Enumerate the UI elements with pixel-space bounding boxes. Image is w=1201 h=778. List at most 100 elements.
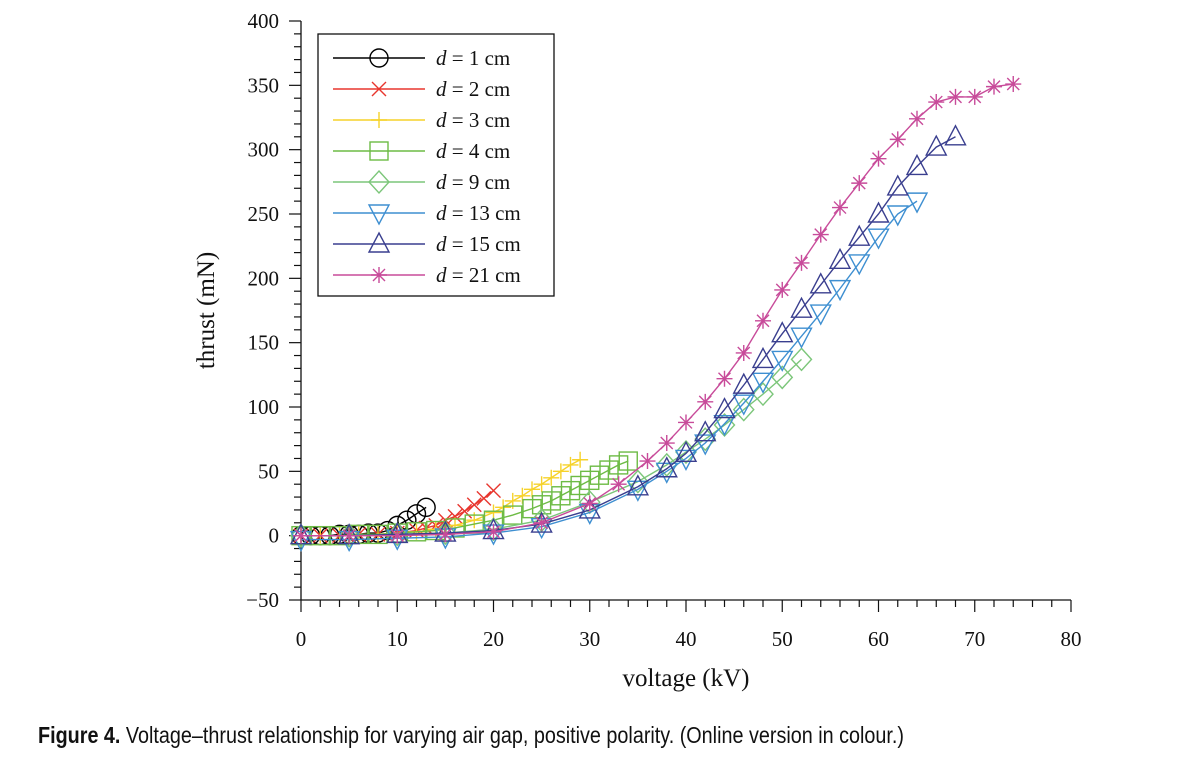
data-point [530, 508, 553, 533]
x-tick-label: 10 [387, 627, 408, 651]
x-axis-title: voltage (kV) [622, 665, 749, 692]
data-point [675, 439, 697, 465]
legend-marker [369, 141, 389, 161]
data-point [562, 456, 579, 473]
data-point [416, 497, 436, 518]
data-point [790, 296, 813, 318]
data-point [905, 192, 929, 214]
x-tick-label: 80 [1061, 627, 1082, 651]
x-tick-label: 60 [868, 627, 889, 651]
data-point [533, 514, 550, 531]
data-point [466, 497, 482, 513]
legend-marker [369, 48, 389, 68]
data-point [848, 254, 871, 276]
data-point [533, 476, 550, 493]
y-tick-label: 400 [248, 9, 280, 33]
legend-marker [371, 267, 387, 283]
legend-label: d = 13 cm [436, 201, 521, 225]
y-axis-title: thrust (mN) [193, 252, 220, 369]
data-point [886, 174, 909, 196]
y-tick-label: 100 [248, 395, 280, 419]
data-point [867, 201, 890, 223]
y-tick-label: 200 [248, 266, 280, 290]
chart: 0 10 20 30 40 50 60 70 80 −50 0 50 100 150 200 250 300 35… [193, 9, 1082, 692]
series-8 [293, 76, 1022, 544]
data-point [886, 205, 909, 227]
data-point [944, 124, 967, 146]
x-tick-label: 20 [483, 627, 504, 651]
legend-marker [367, 231, 391, 253]
data-point [626, 469, 649, 494]
legend-item: d = 9 cm [333, 169, 510, 195]
legend-marker [367, 204, 391, 226]
data-point [809, 272, 832, 294]
data-point [755, 312, 771, 329]
legend-label: d = 9 cm [436, 170, 510, 194]
figure-caption: Figure 4. Voltage–thrust relationship fo… [38, 722, 1027, 749]
data-point [790, 347, 813, 372]
data-point [655, 462, 678, 484]
data-point [485, 523, 502, 540]
data-point [966, 88, 983, 105]
x-tick-label: 70 [964, 627, 985, 651]
data-point [735, 344, 752, 361]
data-point [457, 503, 473, 519]
data-point [851, 175, 868, 192]
y-tick-label: −50 [246, 588, 279, 612]
y-tick-label: 250 [248, 202, 280, 226]
legend: d = 1 cm d = 2 cm d = 3 cm d = 4 cm d = 9 cm… [317, 33, 555, 297]
data-point [832, 199, 848, 216]
data-point [848, 224, 871, 246]
x-tick-label: 30 [579, 627, 600, 651]
data-point [771, 365, 794, 390]
data-point [774, 281, 791, 298]
data-point [771, 321, 794, 343]
legend-label: d = 4 cm [436, 139, 510, 163]
data-point [812, 226, 829, 243]
data-point [639, 453, 656, 470]
y-tick-label: 150 [248, 331, 280, 355]
series-5 [290, 347, 813, 548]
data-point [674, 449, 698, 471]
data-point [694, 434, 717, 456]
series-line [301, 200, 918, 541]
data-point [732, 394, 755, 416]
axes: 0 10 20 30 40 50 60 70 80 −50 0 50 100 150 200 250 300 35… [193, 9, 1082, 692]
data-point [476, 490, 492, 506]
data-point [732, 372, 755, 394]
data-point [713, 415, 736, 437]
data-point [752, 382, 774, 407]
data-point [809, 304, 832, 326]
data-point [406, 522, 427, 542]
series-line [301, 83, 1014, 537]
legend-item: d = 3 cm [333, 108, 510, 132]
legend-label: d = 3 cm [436, 108, 510, 132]
caption-text: Voltage–thrust relationship for varying … [125, 722, 904, 748]
data-point [905, 153, 929, 176]
data-point [581, 495, 598, 512]
data-point [1005, 76, 1022, 93]
legend-marker [368, 169, 390, 195]
data-point [524, 481, 540, 498]
data-point [486, 483, 501, 499]
y-tick-label: 350 [248, 73, 280, 97]
legend-item: d = 13 cm [333, 201, 521, 226]
data-point [447, 508, 463, 524]
data-point [655, 456, 678, 478]
data-point [503, 505, 523, 525]
data-point [751, 346, 775, 369]
data-point [928, 94, 945, 111]
legend-item: d = 2 cm [333, 77, 510, 101]
data-point [697, 393, 714, 410]
data-point [771, 350, 794, 372]
series-layer [289, 76, 1022, 553]
data-point [790, 327, 813, 349]
data-point [678, 414, 694, 431]
legend-item: d = 21 cm [333, 263, 521, 287]
data-point [828, 247, 852, 270]
data-point [751, 372, 775, 394]
figure-label: Figure 4. [38, 722, 121, 748]
data-point [655, 452, 678, 477]
legend-box [317, 33, 555, 297]
data-point [716, 370, 733, 387]
